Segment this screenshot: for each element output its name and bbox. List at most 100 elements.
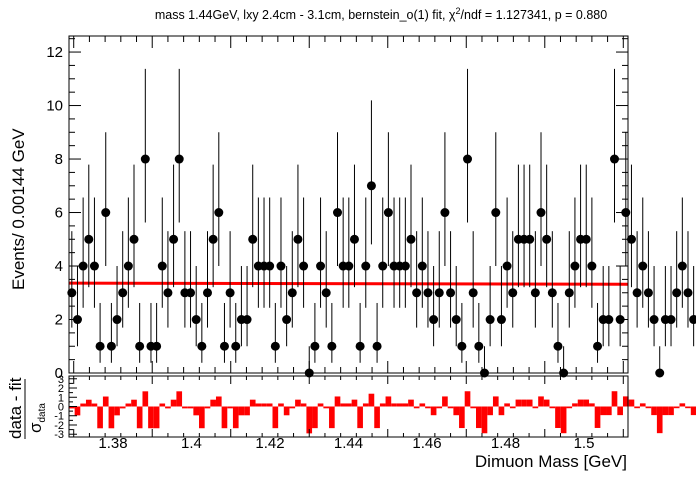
residual-bar [481,406,488,434]
data-marker [440,208,450,218]
residual-bar [312,406,318,429]
data-point [536,132,546,267]
data-point [140,68,150,223]
data-marker [502,261,512,271]
data-point [293,164,303,288]
residual-bar [492,396,499,407]
residual-y-tick-label: 3 [58,374,64,386]
data-marker [101,208,111,218]
data-marker [626,234,636,244]
residual-bar [159,403,166,407]
residual-bar [283,406,290,416]
data-marker [417,261,427,271]
data-point [344,197,354,308]
residual-bar [295,399,301,407]
data-marker [293,234,303,244]
residual-bar [589,403,595,407]
data-point [508,231,518,328]
data-point [672,231,682,328]
data-marker [202,288,212,298]
x-tick-label: 1.48 [491,435,520,452]
data-marker [84,234,94,244]
data-point [570,197,580,308]
residual-bar [549,406,556,409]
data-point [530,231,540,328]
y-tick-label: 8 [55,151,63,168]
data-point [225,231,235,328]
residual-bar [232,406,239,429]
data-point [157,197,167,308]
data-marker [604,315,614,325]
data-point [372,302,382,363]
residual-bar [543,399,550,407]
data-marker [689,315,696,325]
residual-y-tick-label: 2 [58,383,64,395]
data-marker [683,288,693,298]
data-point [547,231,557,328]
data-marker [299,261,309,271]
data-point [649,266,659,347]
data-marker [78,261,88,271]
data-marker [587,261,597,271]
data-point [316,197,326,308]
data-marker [609,154,619,164]
x-tick-label: 1.38 [98,435,127,452]
data-point [632,231,642,328]
residual-bar [487,406,493,416]
data-point [451,266,461,347]
residual-bar [334,396,341,407]
data-point [412,231,422,328]
data-point [299,197,309,308]
residual-bar [583,399,590,407]
residual-bar [555,406,561,428]
residual-bar [204,406,211,409]
data-point [112,266,122,347]
data-point [587,197,597,308]
data-point [101,132,111,267]
data-point [564,231,574,328]
residual-bar [679,403,686,407]
residual-bar [402,403,409,407]
chart-title: mass 1.44GeV, lxy 2.4cm - 3.1cm, bernste… [155,6,607,22]
data-point [327,302,337,363]
residual-y-tick-label: -2 [54,420,64,432]
residual-bar [413,406,420,409]
residual-bar [600,406,607,416]
data-point [152,302,162,363]
data-point [378,197,388,308]
data-point [89,197,99,308]
data-point [253,197,263,308]
data-point [468,231,478,328]
data-marker [265,261,275,271]
data-marker [123,261,133,271]
data-marker [638,261,648,271]
data-point [197,302,207,363]
data-marker [361,261,371,271]
data-marker [564,288,574,298]
residual-bar [430,406,437,416]
residual-bar [238,406,245,416]
residual-bar [662,406,669,416]
residual-bar [504,403,510,407]
residual-bar [656,406,663,434]
data-point [440,132,450,267]
residual-y-tick-label: -3 [54,429,64,441]
residual-bar [165,406,171,409]
data-marker [208,234,218,244]
data-marker [276,261,286,271]
data-point [366,100,376,245]
residual-bar [628,399,635,407]
data-point [598,266,608,347]
residual-bar [634,406,640,409]
data-point [349,164,359,288]
residual-bar [102,396,109,407]
residual-bar [187,406,194,409]
data-point [666,266,676,347]
data-point [660,266,670,347]
residual-bar [182,406,188,409]
residual-bar [357,406,363,429]
data-point [655,346,665,378]
data-point [593,302,603,363]
residual-bar [210,399,216,407]
